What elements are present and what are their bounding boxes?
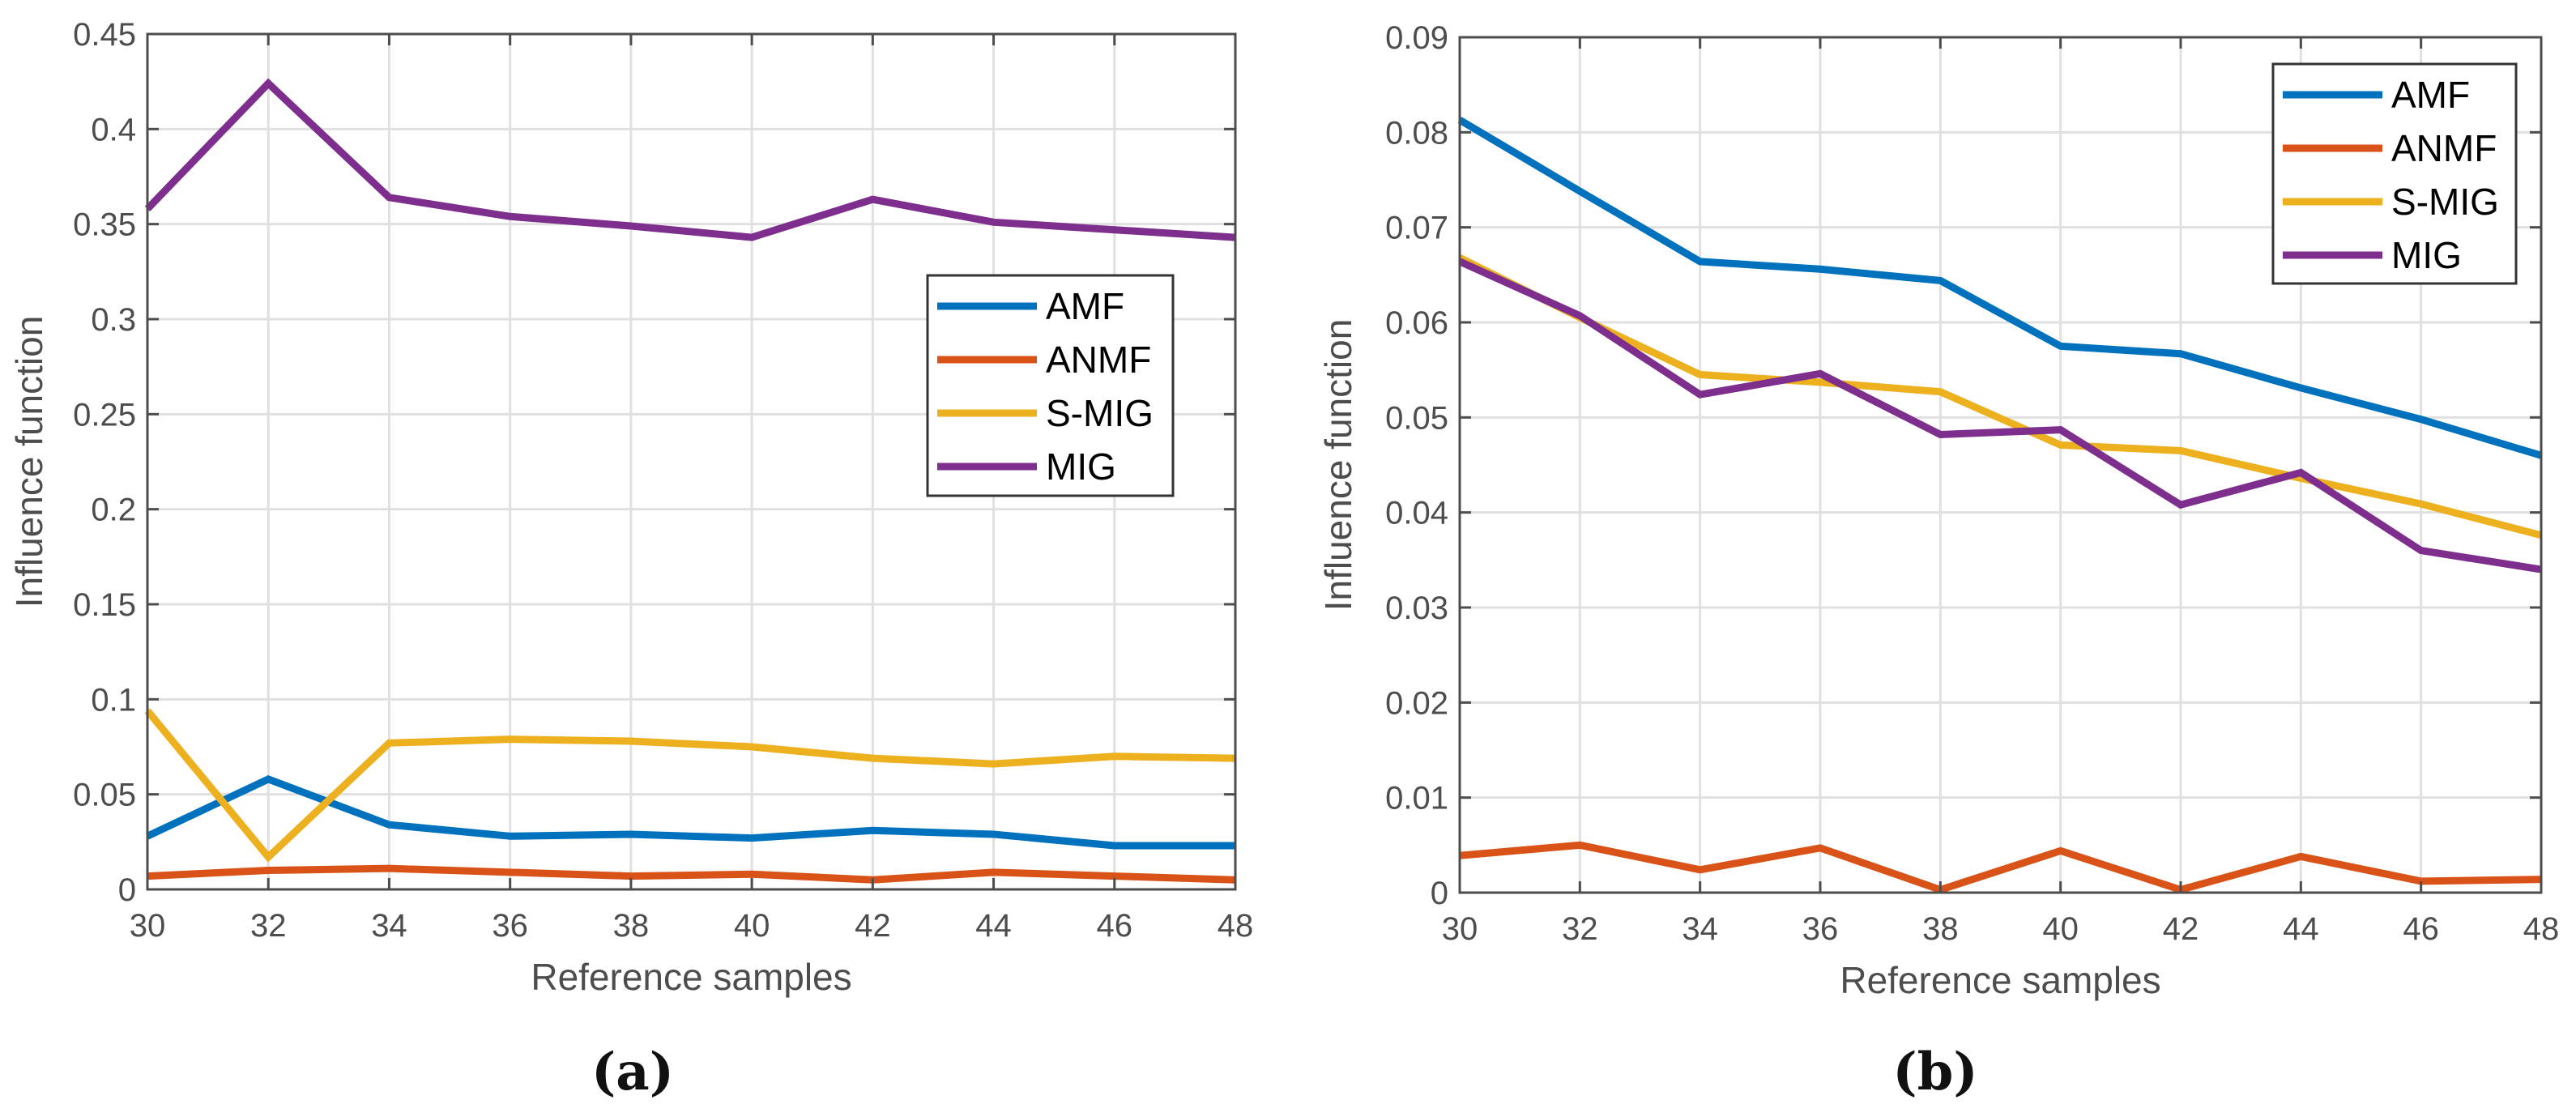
y-tick-label: 0.02 <box>1385 685 1448 721</box>
legend-label-amf: AMF <box>2391 74 2470 116</box>
subfigure-caption: (a) <box>591 1042 674 1102</box>
x-tick-label: 38 <box>1922 911 1959 947</box>
series-line-mig <box>144 78 1236 241</box>
y-tick-label: 0 <box>1431 876 1448 911</box>
y-tick-label: 0.03 <box>1385 590 1448 626</box>
axes-box <box>146 32 1237 891</box>
series-line-s-mig <box>1457 254 2543 539</box>
y-tick-label: 0.09 <box>1385 20 1448 56</box>
legend-label-s-mig: S-MIG <box>2391 181 2499 223</box>
y-tick-label: 0.35 <box>73 207 136 243</box>
x-tick-label: 40 <box>2042 911 2079 947</box>
y-tick-label: 0.4 <box>91 112 136 147</box>
series-line-anmf <box>147 864 1236 884</box>
y-tick-label: 0.05 <box>73 778 136 813</box>
y-tick-label: 0.1 <box>91 682 136 718</box>
y-tick-label: 0.07 <box>1385 211 1448 246</box>
x-tick-label: 38 <box>613 908 650 944</box>
y-tick-label: 0.05 <box>1385 400 1448 436</box>
x-tick-label: 30 <box>130 908 166 944</box>
legend-label-anmf: ANMF <box>2391 127 2497 169</box>
x-axis-label: Reference samples <box>1840 959 2160 1001</box>
y-tick-label: 0.08 <box>1385 115 1448 151</box>
legend-label-anmf: ANMF <box>1046 339 1151 381</box>
x-tick-label: 44 <box>975 908 1012 944</box>
series-line-s-mig <box>144 708 1236 863</box>
x-tick-label: 42 <box>2163 911 2199 947</box>
x-tick-label: 48 <box>2523 911 2560 947</box>
x-tick-label: 44 <box>2283 911 2319 947</box>
legend-label-mig: MIG <box>2391 234 2462 276</box>
x-tick-label: 36 <box>492 908 528 944</box>
x-tick-label: 46 <box>1097 908 1133 944</box>
x-tick-label: 32 <box>250 908 287 944</box>
y-tick-label: 0.04 <box>1385 496 1448 531</box>
series-line-mig <box>1458 258 2542 573</box>
x-tick-label: 40 <box>734 908 770 944</box>
axes-box <box>1458 36 2543 894</box>
subfigure-caption: (b) <box>1892 1042 1977 1102</box>
x-tick-label: 36 <box>1802 911 1839 947</box>
x-tick-label: 42 <box>855 908 891 944</box>
series-line-amf <box>1457 117 2543 459</box>
y-tick-label: 0 <box>118 872 136 908</box>
x-axis-label: Reference samples <box>531 956 851 998</box>
x-tick-label: 34 <box>371 908 407 944</box>
x-tick-label: 32 <box>1562 911 1598 947</box>
legend: AMF ANMF S-MIG MIG <box>2271 62 2518 285</box>
legend-label-amf: AMF <box>1046 285 1124 327</box>
legend-box <box>926 274 1175 497</box>
series-line-anmf <box>1459 841 2542 894</box>
y-tick-label: 0.06 <box>1385 305 1448 341</box>
y-tick-label: 0.15 <box>73 587 136 623</box>
legend-label-mig: MIG <box>1046 446 1116 488</box>
x-tick-label: 34 <box>1682 911 1718 947</box>
x-tick-label: 48 <box>1218 908 1254 944</box>
x-tick-label: 46 <box>2403 911 2439 947</box>
legend: AMF ANMF S-MIG MIG <box>926 274 1175 497</box>
y-tick-label: 0.45 <box>73 17 136 53</box>
y-axis-label: Influence function <box>1317 319 1359 612</box>
legend-label-s-mig: S-MIG <box>1046 392 1154 434</box>
y-tick-label: 0.3 <box>91 302 136 338</box>
y-tick-label: 0.01 <box>1385 781 1448 816</box>
y-axis-label: Influence function <box>8 316 50 608</box>
y-tick-label: 0.25 <box>73 397 136 433</box>
chart-b: 30 32 34 36 38 40 42 44 46 48 0 0.01 0.02 0.03 0.04 0.0… <box>1317 20 2559 1102</box>
y-tick-label: 0.2 <box>91 492 136 528</box>
chart-a: 30 32 34 36 38 40 42 44 46 48 0 0.05 0.1 0.15 0.2 0.25 0… <box>8 17 1253 1102</box>
legend-box <box>2271 62 2518 285</box>
x-tick-label: 30 <box>1442 911 1478 947</box>
